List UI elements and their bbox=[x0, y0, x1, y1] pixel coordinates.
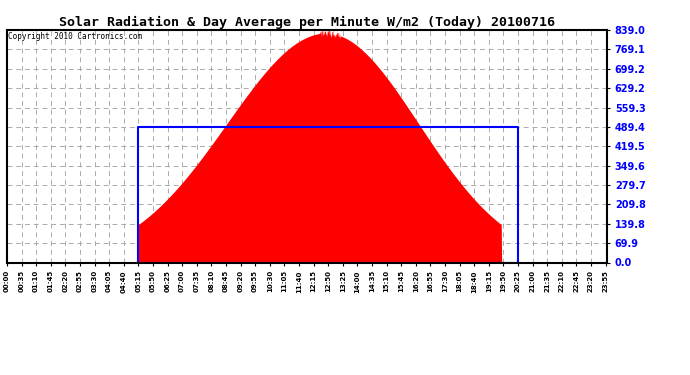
Title: Solar Radiation & Day Average per Minute W/m2 (Today) 20100716: Solar Radiation & Day Average per Minute… bbox=[59, 16, 555, 29]
Text: Copyright 2010 Cartronics.com: Copyright 2010 Cartronics.com bbox=[8, 32, 142, 41]
